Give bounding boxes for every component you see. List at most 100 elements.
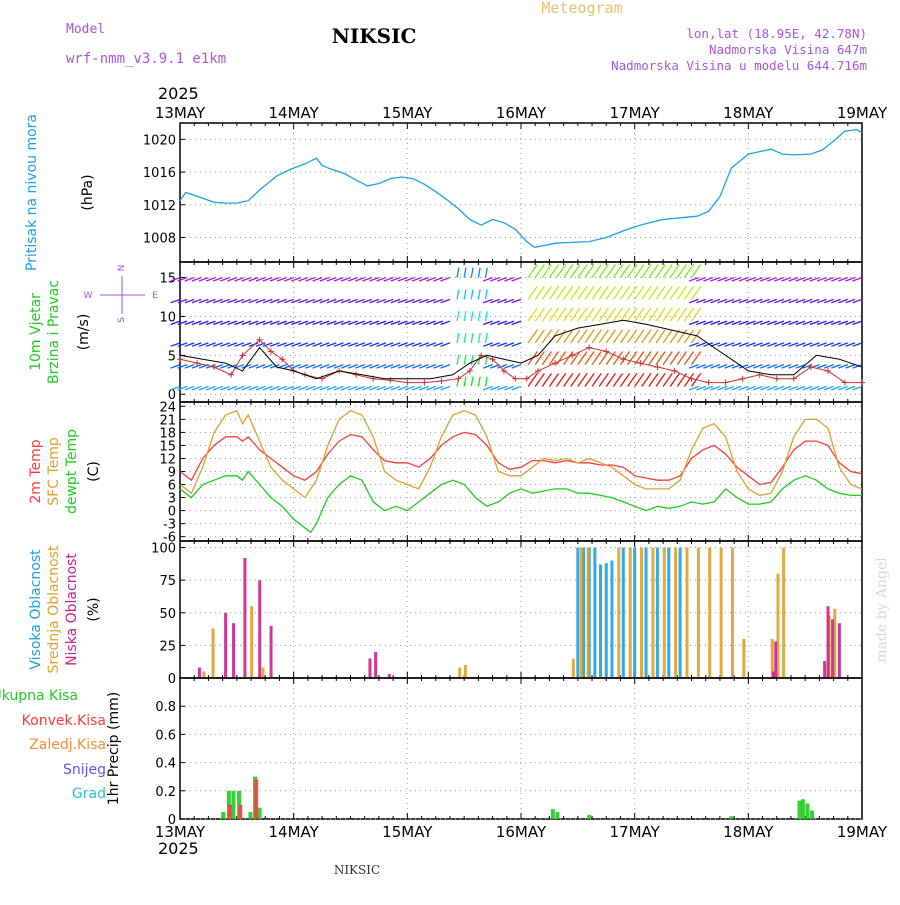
- cloud-bar: [576, 547, 580, 678]
- cloud-bar: [368, 658, 372, 678]
- wind-arrow: [823, 342, 834, 347]
- precip-bar: [550, 809, 555, 819]
- precip-bar: [248, 811, 253, 819]
- wind-arrow: [333, 364, 344, 369]
- wind-arrow: [555, 372, 567, 387]
- wind-arrow: [690, 285, 702, 300]
- wind-arrow: [376, 364, 387, 369]
- wind-arrow: [497, 385, 508, 391]
- wind-arrow: [774, 364, 785, 369]
- wind-arrow: [563, 351, 574, 366]
- wind-arrow: [683, 372, 695, 387]
- wind-arrow: [191, 342, 202, 347]
- wind-arrow: [456, 354, 460, 365]
- wind-arrow: [760, 385, 770, 391]
- cloud-bar: [662, 547, 666, 678]
- wind-arrow: [831, 320, 841, 326]
- wind-arrow: [612, 372, 624, 387]
- wind-arrow: [291, 342, 301, 347]
- wind-arrow: [809, 276, 820, 282]
- wind-arrow: [269, 342, 280, 347]
- wind-arrow: [548, 307, 560, 322]
- wind-arrow: [390, 385, 401, 391]
- wind-arrow: [390, 364, 401, 369]
- wind-arrow: [823, 364, 834, 369]
- wind-arrow: [669, 285, 680, 300]
- wind-arrow: [752, 364, 763, 369]
- wind-arrow: [440, 298, 451, 304]
- wind-speed-marker: [387, 377, 394, 384]
- wind-arrow: [703, 342, 714, 347]
- temperature-ytick-label: 15: [159, 439, 176, 454]
- wind-arrow: [676, 307, 688, 322]
- wind-arrow: [852, 298, 863, 304]
- wind-arrow: [745, 385, 756, 391]
- wind-arrow: [220, 320, 230, 326]
- wind-arrow: [781, 276, 792, 282]
- wind-arrow: [347, 298, 358, 304]
- wind-arrow: [591, 264, 602, 278]
- pressure-ytick-label: 1020: [143, 133, 176, 148]
- wind-arrow: [433, 276, 444, 282]
- wind-arrow: [191, 385, 202, 391]
- wind-arrow: [710, 320, 721, 326]
- wind-arrow: [191, 320, 202, 326]
- temperature-ylabel: dewpt Temp: [64, 429, 80, 514]
- wind-arrow: [227, 276, 238, 282]
- wind-ylabel: Brzina i Pravac: [46, 280, 62, 384]
- wind-arrow: [555, 329, 567, 344]
- wind-ytick-label: 15: [159, 272, 176, 287]
- wind-arrow: [362, 276, 373, 282]
- wind-arrow: [362, 364, 373, 369]
- wind-arrow: [619, 307, 631, 322]
- cloud-bar: [667, 547, 671, 678]
- wind-arrow: [696, 298, 706, 304]
- wind-arrow: [482, 342, 493, 347]
- wind-arrow: [319, 342, 330, 347]
- wind-arrow: [312, 364, 323, 369]
- cloud-bar: [617, 547, 621, 678]
- wind-arrow: [404, 342, 415, 347]
- wind-arrow: [255, 364, 266, 369]
- wind-arrow: [248, 298, 259, 304]
- cloud-bar: [621, 547, 625, 678]
- wind-arrow: [703, 364, 714, 369]
- wind-arrow: [504, 298, 515, 304]
- footer-title: NIKSIC: [334, 863, 380, 877]
- wind-arrow: [248, 320, 259, 326]
- precip-bar: [231, 790, 236, 819]
- wind-arrow: [745, 364, 756, 369]
- wind-arrow: [191, 364, 202, 369]
- wind-arrow: [788, 342, 799, 347]
- wind-arrow: [816, 364, 827, 369]
- wind-arrow: [541, 372, 553, 387]
- wind-arrow: [419, 342, 429, 347]
- wind-speed-marker: [228, 371, 235, 378]
- wind-arrow: [634, 285, 645, 300]
- wind-arrow: [802, 342, 813, 347]
- wind-arrow: [795, 298, 806, 304]
- wind-arrow: [262, 364, 273, 369]
- wind-arrow: [177, 320, 188, 326]
- wind-speed-marker: [603, 348, 610, 355]
- wind-arrow: [767, 298, 777, 304]
- wind-arrow: [184, 342, 195, 347]
- wind-speed-marker: [620, 356, 627, 363]
- wind-arrow: [463, 289, 467, 300]
- wind-arrow: [612, 264, 624, 278]
- wind-arrow: [511, 298, 522, 304]
- wind-arrow: [688, 276, 699, 282]
- x-tick-label-14may: 14MAY: [269, 104, 320, 122]
- pressure-ytick-label: 1012: [143, 199, 176, 214]
- temperature-ytick-label: 21: [159, 413, 176, 428]
- wind-arrow: [477, 332, 481, 344]
- wind-arrow: [838, 276, 849, 282]
- wind-arrow: [696, 364, 706, 369]
- wind-arrow: [482, 298, 493, 304]
- wind-arrow: [648, 329, 659, 344]
- wind-arrow: [440, 320, 451, 326]
- wind-arrow: [234, 276, 245, 282]
- wind-arrow: [619, 329, 631, 344]
- wind-arrow: [738, 364, 749, 369]
- x-tick-label-17may: 17MAY: [610, 823, 661, 841]
